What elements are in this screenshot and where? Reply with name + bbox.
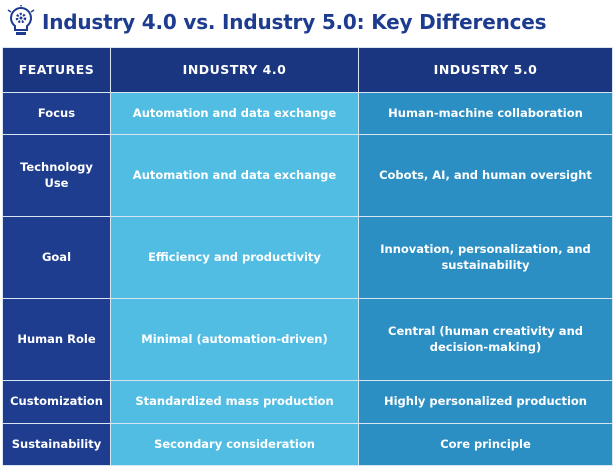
- column-header: INDUSTRY 5.0: [358, 47, 613, 93]
- table-cell: Secondary consideration: [110, 422, 359, 467]
- table-cell: Automation and data exchange: [110, 91, 359, 136]
- comparison-table: FEATURES INDUSTRY 4.0 INDUSTRY 5.0 Focus Au…: [2, 47, 613, 467]
- table-cell: Highly personalized production: [358, 380, 613, 424]
- table-row: Goal Efficiency and productivity Innovatio…: [2, 216, 613, 300]
- feature-cell: Focus: [2, 91, 111, 136]
- table-cell: Automation and data exchange: [110, 134, 359, 218]
- table-row: Sustainability Secondary consideration Cor…: [2, 422, 613, 467]
- table-cell: Efficiency and productivity: [110, 216, 359, 300]
- feature-cell: Human Role: [2, 298, 111, 382]
- table-cell: Core principle: [358, 422, 613, 467]
- table-row: Customization Standardized mass productio…: [2, 380, 613, 424]
- table-row: Technology Use Automation and data exchan…: [2, 134, 613, 218]
- title: Industry 4.0 vs. Industry 5.0: Key Diffe…: [42, 10, 547, 34]
- feature-cell: Goal: [2, 216, 111, 300]
- table-row: Focus Automation and data exchange Human-m…: [2, 91, 613, 136]
- feature-cell: Customization: [2, 380, 111, 424]
- table-body: Focus Automation and data exchange Human-m…: [2, 91, 613, 467]
- table-cell: Standardized mass production: [110, 380, 359, 424]
- column-header: FEATURES: [2, 47, 111, 93]
- table-cell: Cobots, AI, and human oversight: [358, 134, 613, 218]
- header-row: FEATURES INDUSTRY 4.0 INDUSTRY 5.0: [2, 47, 613, 93]
- column-header: INDUSTRY 4.0: [110, 47, 359, 93]
- table-cell: Central (human creativity and decision-m…: [358, 298, 613, 382]
- table-cell: Innovation, personalization, and sustain…: [358, 216, 613, 300]
- bulb-icon: [7, 5, 35, 35]
- table-cell: Human-machine collaboration: [358, 91, 613, 136]
- header: Industry 4.0 vs. Industry 5.0: Key Diffe…: [0, 0, 616, 44]
- table-row: Human Role Minimal (automation-driven) Cen…: [2, 298, 613, 382]
- feature-cell: Technology Use: [2, 134, 111, 218]
- feature-cell: Sustainability: [2, 422, 111, 467]
- table-cell: Minimal (automation-driven): [110, 298, 359, 382]
